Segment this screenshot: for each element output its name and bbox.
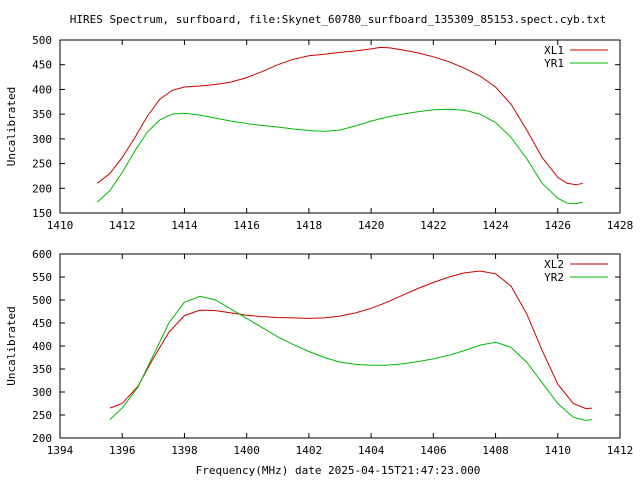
top-legend-label-yr1: YR1 bbox=[544, 57, 564, 70]
bottom-x-tick-label: 1406 bbox=[420, 444, 447, 457]
bottom-x-tick-label: 1408 bbox=[482, 444, 509, 457]
bottom-y-tick-label: 600 bbox=[32, 248, 52, 261]
bottom-series bbox=[109, 270, 593, 422]
bottom-x-tick-label: 1410 bbox=[545, 444, 572, 457]
top-x-tick-label: 1424 bbox=[482, 219, 509, 232]
top-y-tick-label: 300 bbox=[32, 133, 52, 146]
bottom-series-line-xl2 bbox=[109, 270, 593, 410]
bottom-y-tick-label: 400 bbox=[32, 340, 52, 353]
bottom-x-tick-label: 1396 bbox=[109, 444, 136, 457]
top-plot-frame bbox=[59, 39, 621, 214]
top-series bbox=[96, 46, 583, 205]
top-x-tick-label: 1416 bbox=[233, 219, 260, 232]
bottom-y-tick-label: 350 bbox=[32, 363, 52, 376]
top-y-tick-label: 150 bbox=[32, 207, 52, 220]
top-y-tick-label: 500 bbox=[32, 34, 52, 47]
top-x-tick-label: 1412 bbox=[109, 219, 136, 232]
top-y-axis-label: Uncalibrated bbox=[5, 87, 18, 166]
bottom-axes: 1394 1396 1398 1400 1402 1404 1406 1408 1410 1412… bbox=[32, 248, 633, 457]
bottom-y-tick-label: 500 bbox=[32, 294, 52, 307]
top-axes: 1410 1412 1414 1416 1418 1420 1422 1424 1426 1428… bbox=[32, 34, 633, 232]
bottom-x-tick-label: 1404 bbox=[358, 444, 385, 457]
top-y-tick-label: 350 bbox=[32, 108, 52, 121]
x-axis-label: Frequency(MHz) date 2025-04-15T21:47:23.… bbox=[196, 464, 481, 477]
top-y-tick-label: 450 bbox=[32, 59, 52, 72]
top-legend-label-xl1: XL1 bbox=[544, 44, 564, 57]
top-x-tick-label: 1420 bbox=[358, 219, 385, 232]
top-y-tick-label: 400 bbox=[32, 83, 52, 96]
bottom-x-tick-label: 1398 bbox=[171, 444, 198, 457]
bottom-plot-frame bbox=[59, 253, 621, 439]
bottom-legend-label-yr2: YR2 bbox=[544, 271, 564, 284]
top-x-tick-label: 1428 bbox=[607, 219, 634, 232]
top-series-line-yr1 bbox=[96, 108, 583, 205]
top-x-tick-label: 1418 bbox=[296, 219, 323, 232]
top-y-tick-label: 250 bbox=[32, 158, 52, 171]
top-x-tick-label: 1422 bbox=[420, 219, 447, 232]
bottom-y-tick-label: 450 bbox=[32, 317, 52, 330]
top-x-tick-label: 1414 bbox=[171, 219, 198, 232]
bottom-y-tick-label: 200 bbox=[32, 432, 52, 445]
bottom-legend-label-xl2: XL2 bbox=[544, 258, 564, 271]
bottom-y-tick-label: 250 bbox=[32, 409, 52, 422]
bottom-chart-panel: Uncalibrated 1394 1396 1398 1400 1402 1404 140… bbox=[5, 248, 633, 457]
bottom-y-axis-label: Uncalibrated bbox=[5, 306, 18, 385]
top-series-line-xl1 bbox=[96, 46, 583, 186]
bottom-y-tick-label: 300 bbox=[32, 386, 52, 399]
bottom-x-tick-label: 1400 bbox=[233, 444, 260, 457]
bottom-x-tick-label: 1412 bbox=[607, 444, 634, 457]
bottom-series-line-yr2 bbox=[109, 295, 593, 422]
bottom-x-tick-label: 1394 bbox=[47, 444, 74, 457]
bottom-y-tick-label: 550 bbox=[32, 271, 52, 284]
top-x-tick-label: 1410 bbox=[47, 219, 74, 232]
top-y-tick-label: 200 bbox=[32, 182, 52, 195]
top-x-tick-label: 1426 bbox=[545, 219, 572, 232]
figure-title: HIRES Spectrum, surfboard, file:Skynet_6… bbox=[70, 13, 606, 26]
bottom-x-tick-label: 1402 bbox=[296, 444, 323, 457]
top-chart-panel: Uncalibrated 1410 1412 1414 1416 1418 1420 142… bbox=[5, 34, 633, 232]
